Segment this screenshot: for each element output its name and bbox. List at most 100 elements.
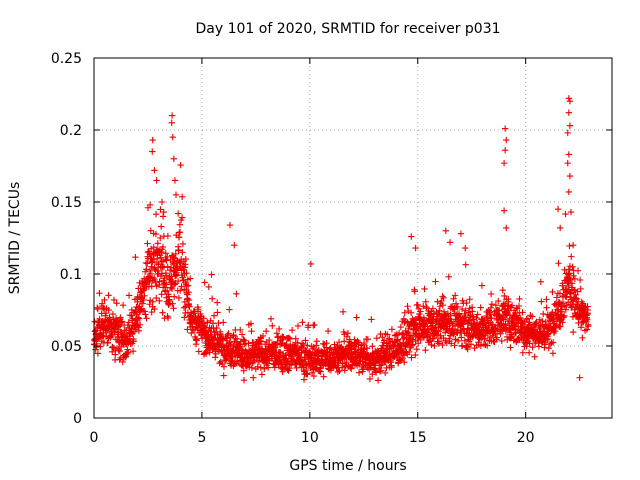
data-point [565,109,573,116]
data-point [141,308,148,315]
data-point [327,344,334,352]
data-point [496,307,503,314]
data-point [377,367,385,374]
data-point [148,308,155,316]
data-point [187,275,194,282]
data-point [214,299,221,306]
data-point [240,367,247,374]
data-point [487,290,495,298]
data-point [248,327,255,335]
data-point [531,353,538,360]
data-point [526,319,533,326]
data-point [500,316,507,323]
data-point [501,125,509,132]
data-point [489,321,496,328]
data-point [466,296,473,303]
data-point [214,309,221,316]
data-point [492,301,500,309]
data-point [160,208,167,216]
data-point [429,305,437,312]
data-point [537,278,545,286]
data-point [113,299,120,307]
data-point [94,350,102,357]
data-point [434,298,441,305]
data-point [413,345,420,353]
data-point [505,295,512,303]
data-point [182,255,190,263]
data-point [411,288,418,295]
data-point [421,285,428,293]
data-point [364,335,372,343]
data-point [101,296,108,304]
data-point [462,244,469,252]
data-point [508,333,516,340]
data-point [170,305,177,312]
data-point [226,306,233,313]
data-point [105,306,112,314]
data-point [162,250,169,257]
data-point [254,363,261,370]
data-point [483,342,491,349]
data-point [567,276,574,284]
data-point [279,368,286,375]
data-point [259,332,267,340]
data-point [432,278,439,285]
data-point [556,290,564,297]
data-point [153,177,160,184]
data-point [202,350,210,358]
data-point [193,337,200,344]
data-point [153,294,160,302]
data-point [160,264,168,271]
data-point [220,372,227,379]
plot-frame [93,57,613,419]
data-point [204,319,211,326]
data-point [478,282,486,289]
data-point [567,208,575,216]
data-point [450,295,457,303]
data-point [146,278,153,286]
data-point [576,276,584,284]
data-point [446,239,454,246]
data-point [173,272,180,279]
data-point [132,253,139,261]
data-point [179,249,186,256]
data-point [563,302,570,309]
data-point [233,335,241,343]
data-point [439,341,446,349]
data-point [326,345,333,353]
data-point [525,349,533,356]
data-point [488,314,495,322]
data-point [139,300,146,307]
data-point [257,364,264,371]
data-point [276,352,283,359]
data-point [213,324,220,332]
data-point [200,315,207,322]
axes: 0 5 10 15 20 0 0.05 0.1 0.15 0.2 0.25 [51,51,613,446]
data-point [133,311,140,318]
data-point [283,340,290,348]
data-point [157,206,164,213]
data-point [240,336,247,343]
data-point [529,343,536,351]
data-point [571,275,579,282]
data-point [323,340,330,347]
data-point [458,334,465,341]
data-point [503,136,510,144]
data-point [177,161,184,169]
data-point [151,305,158,313]
data-point [524,315,532,322]
data-point [144,240,151,247]
data-point [226,221,234,229]
data-point [348,365,355,372]
data-point [458,305,466,313]
data-point [502,328,510,335]
data-point [149,298,156,305]
data-point [299,319,306,326]
data-point [94,305,102,313]
data-point [564,129,571,137]
data-point [271,364,278,371]
data-point [566,122,574,129]
data-point [566,270,573,277]
data-point [448,340,455,347]
